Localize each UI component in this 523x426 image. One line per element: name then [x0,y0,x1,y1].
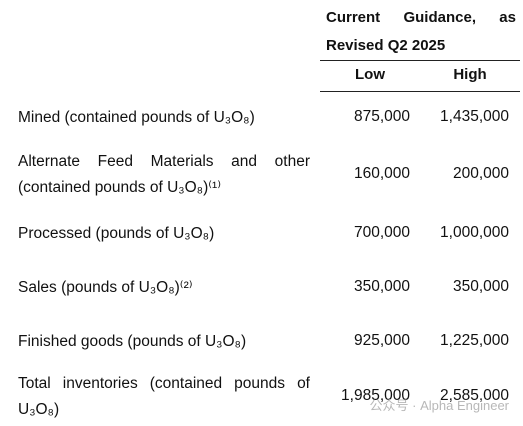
cell-low: 925,000 [353,332,410,349]
cell-low: 1,985,000 [341,387,410,404]
column-header: Low [355,66,385,83]
cell-high: 2,585,000 [440,387,509,404]
row-label: Processed (pounds of U₃O₈) [18,225,215,242]
cell-low: 700,000 [353,224,410,241]
header-title: Current Guidance, as Revised Q2 2025 [326,9,516,54]
watermark: 公众号 · Alpha Engineer [369,398,509,413]
cell-high: 200,000 [452,165,509,182]
cell-low: 350,000 [353,278,410,295]
rule [320,91,520,92]
row-label: Finished goods (pounds of U₃O₈) [18,333,247,350]
rule [320,60,520,61]
cell-high: 350,000 [452,278,509,295]
row-label: Alternate Feed Materials and other (cont… [18,153,310,196]
row-label: Sales (pounds of U₃O₈)⁽²⁾ [18,279,193,296]
cell-high: 1,225,000 [440,332,509,349]
cell-low: 875,000 [353,108,410,125]
cell-high: 1,000,000 [440,224,509,241]
column-header: High [453,66,487,83]
cell-high: 1,435,000 [440,108,509,125]
cell-low: 160,000 [353,165,410,182]
row-label: Mined (contained pounds of U₃O₈) [18,109,255,126]
row-label: Total inventories (contained pounds of U… [18,375,310,418]
